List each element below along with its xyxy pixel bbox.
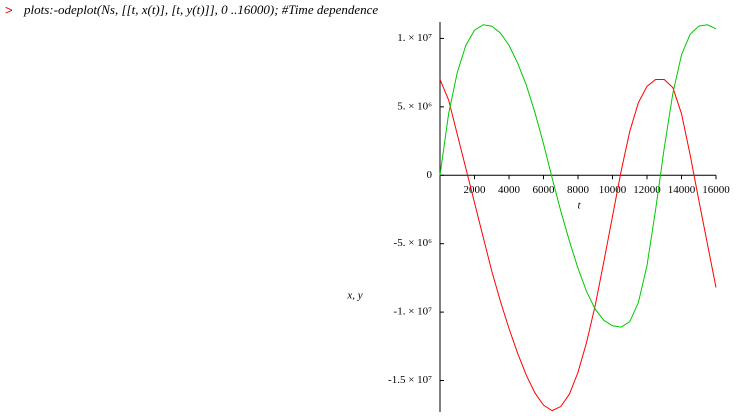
x-tick-label: 12000 xyxy=(633,184,661,196)
y-tick-label: 0 xyxy=(427,169,433,181)
x-tick-label: 6000 xyxy=(533,184,556,196)
series-line xyxy=(439,24,717,328)
x-tick-label: 10000 xyxy=(599,184,627,196)
x-tick-label: 2000 xyxy=(464,184,487,196)
prompt-marker: > xyxy=(5,2,13,17)
y-tick-label: -1. × 10⁷ xyxy=(394,306,433,318)
x-axis-label: t xyxy=(577,200,581,212)
x-tick-label: 16000 xyxy=(702,184,730,196)
x-tick-label: 14000 xyxy=(668,184,696,196)
series-line xyxy=(439,78,717,412)
y-tick-label: -5. × 10⁶ xyxy=(394,237,433,249)
command[interactable]: plots:-odeplot(Ns, [[t, x(t)], [t, y(t)]… xyxy=(23,2,378,17)
x-tick-label: 8000 xyxy=(567,184,590,196)
y-tick-label: 5. × 10⁶ xyxy=(397,100,432,112)
y-tick-label: -1.5 × 10⁷ xyxy=(388,374,432,386)
y-axis-label: x, y xyxy=(346,290,362,302)
y-tick-label: 1. × 10⁷ xyxy=(397,32,432,44)
x-tick-label: 4000 xyxy=(498,184,521,196)
